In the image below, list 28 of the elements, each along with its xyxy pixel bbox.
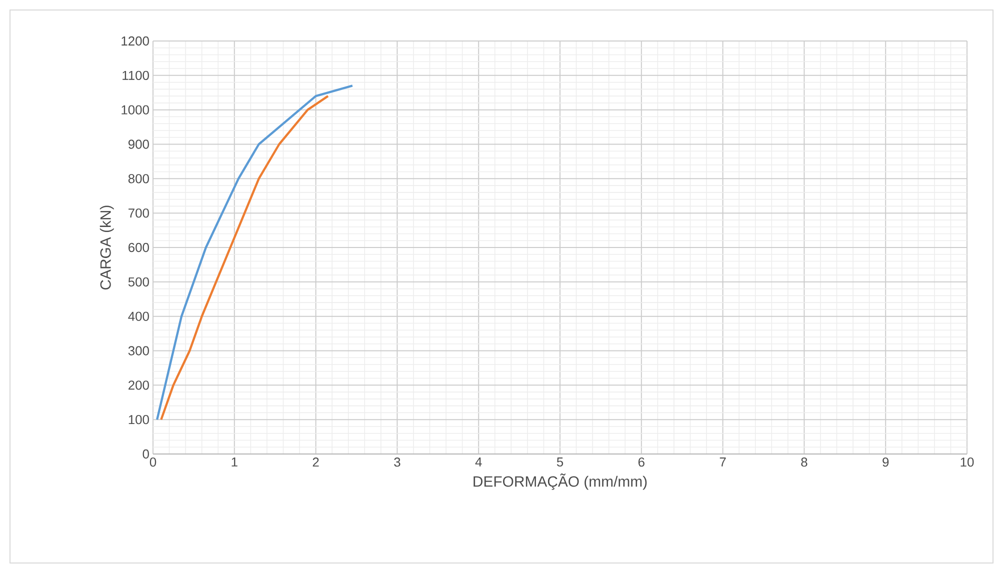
x-tick-label: 10 bbox=[960, 458, 974, 467]
x-tick-label: 5 bbox=[556, 458, 564, 467]
x-tick-label: 8 bbox=[801, 458, 808, 467]
x-tick-label: 6 bbox=[638, 458, 644, 467]
y-tick-label: 900 bbox=[128, 140, 149, 149]
y-tick-label: 400 bbox=[128, 312, 149, 321]
y-tick-label: 1000 bbox=[122, 105, 149, 114]
x-tick-label: 9 bbox=[882, 458, 889, 467]
x-tick-label: 2 bbox=[312, 458, 319, 467]
y-tick-label: 600 bbox=[128, 242, 149, 252]
y-tick-label: 100 bbox=[128, 414, 149, 424]
y-tick-label: 0 bbox=[142, 449, 149, 459]
line-series bbox=[156, 84, 354, 421]
line-series bbox=[160, 94, 330, 421]
x-tick-label: 0 bbox=[150, 458, 156, 467]
x-axis-title: DEFORMAÇÃO (mm/mm) bbox=[474, 474, 647, 490]
y-tick-label: 300 bbox=[128, 346, 149, 356]
y-tick-label: 200 bbox=[128, 380, 149, 390]
y-tick-label: 500 bbox=[128, 277, 149, 286]
y-tick-label: 1100 bbox=[122, 70, 149, 80]
y-tick-label: 700 bbox=[128, 208, 149, 218]
x-tick-label: 4 bbox=[475, 458, 482, 466]
y-axis-title: CARGA (kN) bbox=[100, 206, 114, 290]
x-tick-label: 1 bbox=[232, 458, 238, 466]
x-tick-label: 3 bbox=[394, 458, 400, 467]
y-tick-label: 800 bbox=[128, 174, 149, 184]
x-tick-label: 7 bbox=[720, 458, 726, 466]
y-tick-label: 1200 bbox=[122, 36, 149, 46]
